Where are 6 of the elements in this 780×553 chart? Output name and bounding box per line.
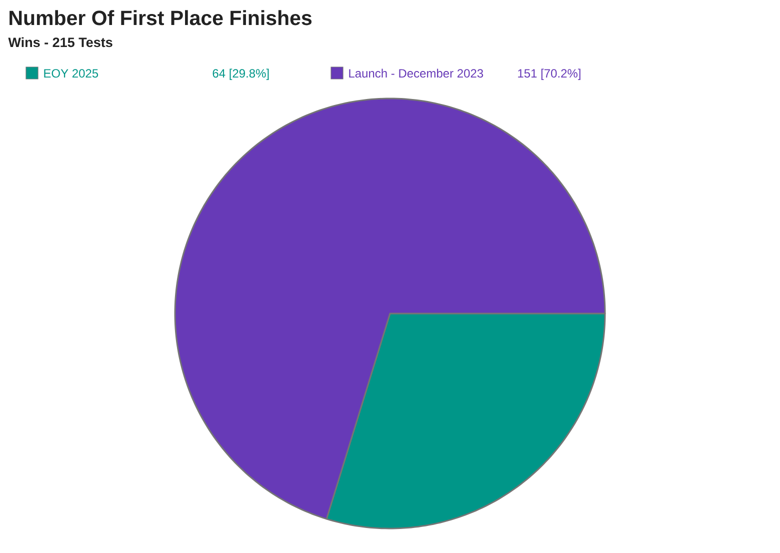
data-label: 151 [70.2%]: [518, 68, 580, 80]
data-label: 64 [29.8%]: [212, 68, 269, 80]
chart-title: Number Of First Place Finishes: [10, 10, 312, 26]
chart-subtitle: Wins - 215 Tests: [8, 37, 112, 48]
legend-label: EOY 2025: [44, 69, 98, 78]
legend-label: Launch - December 2023: [349, 68, 484, 78]
